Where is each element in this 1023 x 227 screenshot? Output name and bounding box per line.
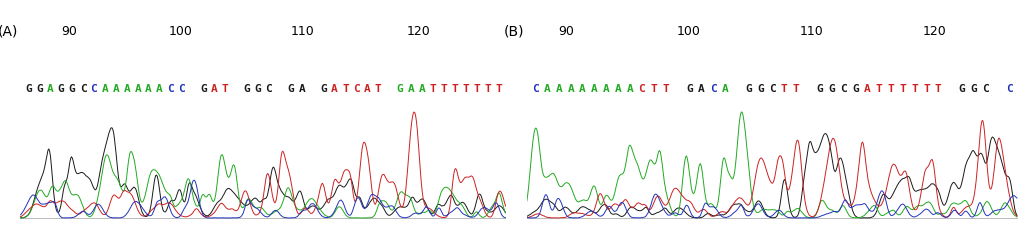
Text: A: A [299,84,305,94]
Text: 110: 110 [291,25,314,38]
Text: G: G [25,84,32,94]
Text: G: G [959,84,966,94]
Text: A: A [364,84,370,94]
Text: 100: 100 [169,25,192,38]
Text: C: C [638,84,646,94]
Text: G: G [746,84,752,94]
Text: A: A [157,84,163,94]
Text: T: T [430,84,436,94]
Text: C: C [769,84,775,94]
Text: T: T [462,84,470,94]
Text: C: C [710,84,716,94]
Text: C: C [178,84,185,94]
Text: A: A [407,84,414,94]
Text: T: T [876,84,883,94]
Text: G: G [816,84,824,94]
Text: T: T [651,84,657,94]
Text: T: T [441,84,447,94]
Text: 120: 120 [923,25,946,38]
Text: T: T [342,84,349,94]
Text: G: G [757,84,764,94]
Text: C: C [353,84,360,94]
Text: A: A [101,84,108,94]
Text: A: A [124,84,130,94]
Text: T: T [662,84,669,94]
Text: A: A [134,84,141,94]
Text: 110: 110 [800,25,824,38]
Text: (B): (B) [504,25,525,39]
Text: A: A [698,84,705,94]
Text: G: G [57,84,64,94]
Text: A: A [145,84,152,94]
Text: A: A [579,84,586,94]
Text: G: G [287,84,295,94]
Text: 100: 100 [677,25,701,38]
Text: T: T [374,84,382,94]
Text: A: A [331,84,338,94]
Text: G: G [199,84,207,94]
Text: C: C [982,84,989,94]
Text: T: T [899,84,906,94]
Text: G: G [243,84,251,94]
Text: G: G [36,84,43,94]
Text: G: G [686,84,693,94]
Text: T: T [495,84,502,94]
Text: C: C [532,84,538,94]
Text: A: A [555,84,563,94]
Text: C: C [167,84,174,94]
Text: A: A [418,84,426,94]
Text: 120: 120 [407,25,431,38]
Text: C: C [91,84,97,94]
Text: T: T [935,84,942,94]
Text: T: T [474,84,480,94]
Text: C: C [840,84,847,94]
Text: G: G [397,84,403,94]
Text: T: T [222,84,228,94]
Text: G: G [829,84,835,94]
Text: A: A [615,84,622,94]
Text: A: A [603,84,610,94]
Text: T: T [484,84,491,94]
Text: A: A [863,84,871,94]
Text: G: G [971,84,977,94]
Text: G: G [69,84,76,94]
Text: G: G [255,84,261,94]
Text: C: C [1007,84,1013,94]
Text: A: A [591,84,597,94]
Text: T: T [911,84,918,94]
Text: T: T [888,84,894,94]
Text: C: C [80,84,86,94]
Text: A: A [113,84,120,94]
Text: G: G [852,84,858,94]
Text: T: T [923,84,930,94]
Text: A: A [543,84,550,94]
Text: T: T [451,84,458,94]
Text: T: T [793,84,799,94]
Text: T: T [781,84,788,94]
Text: (A): (A) [0,25,18,39]
Text: 90: 90 [559,25,574,38]
Text: A: A [211,84,218,94]
Text: C: C [266,84,272,94]
Text: A: A [47,84,53,94]
Text: A: A [721,84,728,94]
Text: 90: 90 [61,25,77,38]
Text: A: A [627,84,633,94]
Text: G: G [320,84,327,94]
Text: A: A [568,84,574,94]
